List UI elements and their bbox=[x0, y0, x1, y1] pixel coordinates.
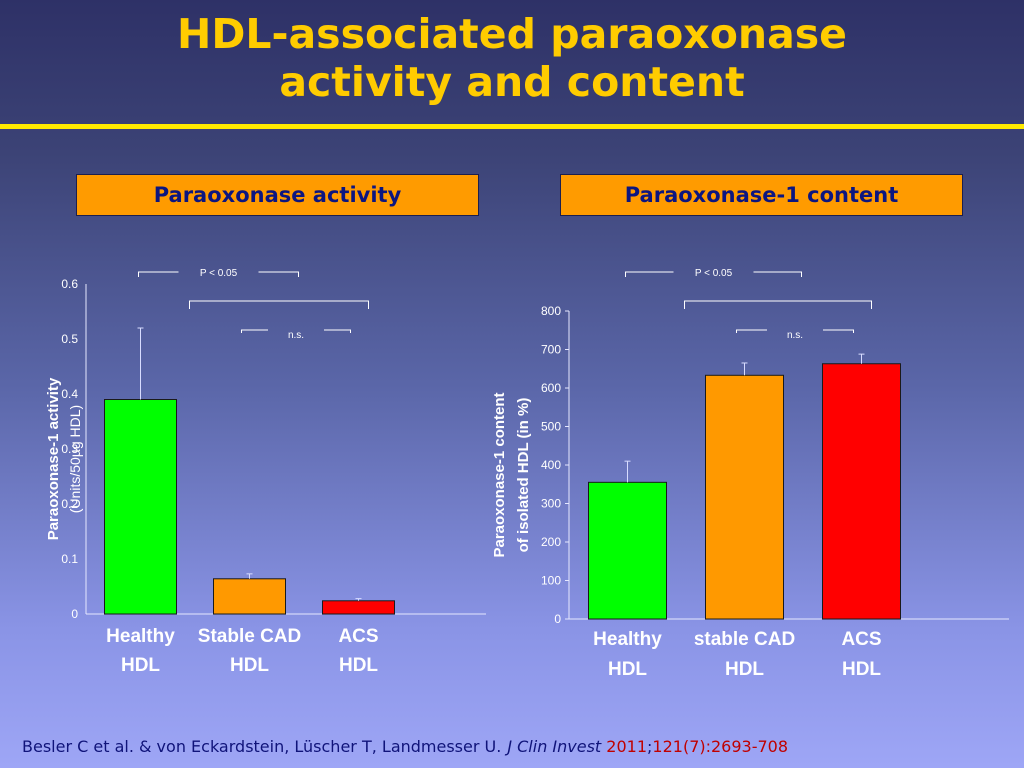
citation-journal: J Clin Invest bbox=[507, 737, 602, 756]
y-tick-label: 0.2 bbox=[61, 497, 78, 511]
citation-year: 2011 bbox=[606, 737, 648, 756]
category-label: HDL bbox=[842, 659, 881, 680]
category-label: HDL bbox=[339, 655, 378, 676]
y-axis-title: Paraoxonase-1 activity bbox=[45, 377, 62, 540]
significance-bracket bbox=[241, 329, 268, 333]
y-axis-subtitle: of isolated HDL (in %) bbox=[515, 398, 532, 553]
category-label: ACS bbox=[841, 629, 881, 650]
citation-ref: 121(7):2693-708 bbox=[652, 737, 789, 756]
y-tick-label: 800 bbox=[541, 304, 561, 318]
significance-bracket bbox=[189, 300, 369, 309]
bar bbox=[705, 374, 784, 620]
title-line-1: HDL-associated paraoxonase bbox=[177, 10, 847, 58]
significance-label: n.s. bbox=[787, 330, 803, 341]
category-label: ACS bbox=[338, 626, 378, 647]
category-label: HDL bbox=[725, 659, 764, 680]
y-tick-label: 700 bbox=[541, 343, 561, 357]
bar bbox=[322, 600, 395, 615]
significance-label: P < 0.05 bbox=[200, 268, 238, 279]
category-label: stable CAD bbox=[694, 629, 795, 650]
category-label: Healthy bbox=[593, 629, 662, 650]
title-divider bbox=[0, 124, 1024, 129]
y-tick-label: 400 bbox=[541, 458, 561, 472]
slide-title: HDL-associated paraoxonase activity and … bbox=[0, 10, 1024, 106]
category-label: HDL bbox=[121, 655, 160, 676]
category-label: HDL bbox=[230, 655, 269, 676]
y-tick-label: 0 bbox=[554, 612, 561, 626]
significance-bracket bbox=[753, 271, 802, 277]
significance-bracket bbox=[138, 271, 179, 277]
y-tick-label: 100 bbox=[541, 574, 561, 588]
citation-separator: ; bbox=[647, 737, 653, 756]
bar bbox=[213, 578, 286, 615]
y-axis-title: Paraoxonase-1 content bbox=[491, 392, 508, 557]
significance-bracket bbox=[684, 300, 872, 309]
significance-bracket bbox=[823, 329, 854, 333]
y-tick-label: 300 bbox=[541, 497, 561, 511]
category-label: Stable CAD bbox=[198, 626, 301, 647]
y-tick-label: 0.4 bbox=[61, 387, 78, 401]
y-tick-label: 0.1 bbox=[61, 552, 78, 566]
y-axis-subtitle: (Units/50µg HDL) bbox=[67, 405, 83, 513]
bar bbox=[822, 363, 901, 620]
y-tick-label: 600 bbox=[541, 381, 561, 395]
significance-label: P < 0.05 bbox=[695, 268, 733, 279]
title-line-2: activity and content bbox=[279, 58, 745, 106]
y-tick-label: 0.5 bbox=[61, 332, 78, 346]
significance-bracket bbox=[324, 329, 351, 333]
category-label: Healthy bbox=[106, 626, 175, 647]
category-label: HDL bbox=[608, 659, 647, 680]
y-tick-label: 200 bbox=[541, 535, 561, 549]
y-tick-label: 0.6 bbox=[61, 277, 78, 291]
citation-authors: Besler C et al. & von Eckardstein, Lüsch… bbox=[22, 737, 502, 756]
significance-bracket bbox=[736, 329, 767, 333]
panel-label-activity: Paraoxonase activity bbox=[76, 174, 479, 216]
significance-bracket bbox=[258, 271, 299, 277]
chart-paraoxonase-content: 0 100 200 300 400 500 600 700 800 Paraoxonase-1 c… bbox=[491, 268, 1009, 680]
citation: Besler C et al. & von Eckardstein, Lüsch… bbox=[22, 737, 1012, 756]
y-tick-label: 0 bbox=[71, 607, 78, 621]
significance-label: n.s. bbox=[288, 330, 304, 341]
y-tick-label: 0.3 bbox=[61, 442, 78, 456]
chart-paraoxonase-activity: 0 0.1 0.2 0.3 0.4 0.5 0.6 Paraoxonase-1 activit… bbox=[45, 268, 486, 676]
significance-bracket bbox=[625, 271, 674, 277]
panel-label-content: Paraoxonase-1 content bbox=[560, 174, 963, 216]
bar bbox=[588, 481, 667, 620]
bar bbox=[104, 399, 177, 615]
y-tick-label: 500 bbox=[541, 420, 561, 434]
